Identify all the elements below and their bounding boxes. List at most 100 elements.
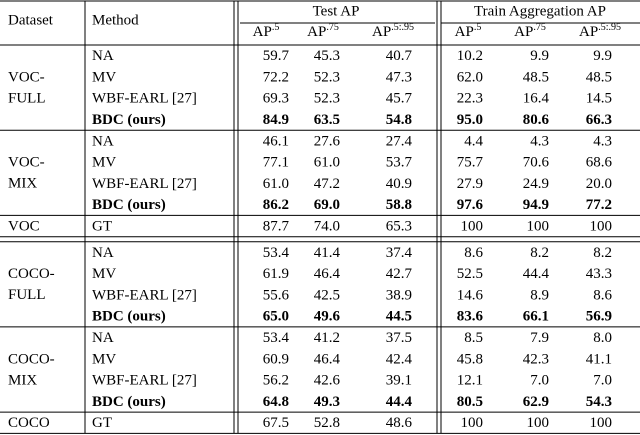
cell-value: 65.3 xyxy=(386,218,412,234)
method: WBF-EARL [27] xyxy=(92,287,197,303)
cell-value: 56.2 xyxy=(263,373,289,389)
metric-sup: .75 xyxy=(533,22,546,33)
cell-value: 27.4 xyxy=(386,133,413,149)
metric-base: AP xyxy=(579,24,598,40)
cell-value: 44.5 xyxy=(386,309,412,325)
cell-value: 58.8 xyxy=(386,197,412,213)
cell-value: 4.4 xyxy=(464,133,483,149)
cell-value: 80.5 xyxy=(457,394,483,410)
cell-value: 66.1 xyxy=(523,309,549,325)
cell-value: 64.8 xyxy=(263,394,289,410)
cell-value: 20.0 xyxy=(586,176,612,192)
method: MV xyxy=(92,69,116,85)
cell-value: 49.6 xyxy=(314,309,341,325)
method: NA xyxy=(92,330,114,346)
cell-value: 100 xyxy=(590,218,613,234)
dataset: VOC- xyxy=(8,70,45,86)
dataset: MIX xyxy=(8,176,37,192)
header-dataset: Dataset xyxy=(8,12,54,28)
method: MV xyxy=(92,155,116,171)
cell-value: 97.6 xyxy=(457,197,484,213)
cell-value: 48.5 xyxy=(586,69,612,85)
header-metric: AP.5 xyxy=(253,22,280,40)
method: WBF-EARL [27] xyxy=(92,91,197,107)
cell-value: 8.6 xyxy=(464,245,483,261)
cell-value: 52.8 xyxy=(314,415,340,431)
cell-value: 8.6 xyxy=(593,287,612,303)
cell-value: 65.0 xyxy=(263,309,289,325)
cell-value: 8.2 xyxy=(593,245,612,261)
cell-value: 44.4 xyxy=(523,266,550,282)
method: MV xyxy=(92,351,116,367)
cell-value: 42.4 xyxy=(386,351,413,367)
metric-base: AP xyxy=(514,24,533,40)
cell-value: 46.4 xyxy=(314,351,341,367)
cell-value: 38.9 xyxy=(386,287,412,303)
dataset: VOC- xyxy=(8,155,45,171)
cell-value: 8.5 xyxy=(464,330,483,346)
cell-value: 37.5 xyxy=(386,330,412,346)
dataset: VOC xyxy=(8,218,40,234)
method: MV xyxy=(92,266,116,282)
method: BDC (ours) xyxy=(92,309,166,325)
cell-value: 87.7 xyxy=(263,218,290,234)
cell-value: 45.7 xyxy=(386,91,413,107)
dataset: COCO- xyxy=(8,351,55,367)
cell-value: 10.2 xyxy=(457,48,483,64)
cell-value: 48.6 xyxy=(386,415,413,431)
cell-value: 14.5 xyxy=(586,91,612,107)
cell-value: 42.3 xyxy=(523,351,549,367)
dataset: COCO- xyxy=(8,266,55,282)
cell-value: 46.4 xyxy=(314,266,341,282)
cell-value: 42.7 xyxy=(386,266,413,282)
cell-value: 75.7 xyxy=(457,155,484,171)
cell-value: 46.1 xyxy=(263,133,289,149)
method: GT xyxy=(92,218,112,234)
metric-base: AP xyxy=(372,24,391,40)
cell-value: 72.2 xyxy=(263,69,289,85)
cell-value: 41.2 xyxy=(314,330,340,346)
metric-base: AP xyxy=(253,24,272,40)
cell-value: 77.2 xyxy=(586,197,612,213)
cell-value: 9.9 xyxy=(530,48,549,64)
dataset: MIX xyxy=(8,372,37,388)
method: WBF-EARL [27] xyxy=(92,176,197,192)
metric-sup: .5:.95 xyxy=(598,22,621,33)
cell-value: 41.1 xyxy=(586,351,612,367)
cell-value: 42.6 xyxy=(314,373,341,389)
cell-value: 41.4 xyxy=(314,245,341,261)
cell-value: 95.0 xyxy=(457,112,483,128)
cell-value: 53.4 xyxy=(263,245,290,261)
method: GT xyxy=(92,415,112,431)
cell-value: 7.0 xyxy=(530,373,549,389)
cell-value: 83.6 xyxy=(457,309,484,325)
cell-value: 45.3 xyxy=(314,48,340,64)
method: NA xyxy=(92,48,114,64)
method: BDC (ours) xyxy=(92,394,166,410)
cell-value: 74.0 xyxy=(314,218,340,234)
cell-value: 40.9 xyxy=(386,176,412,192)
cell-value: 100 xyxy=(527,415,550,431)
cell-value: 42.5 xyxy=(314,287,340,303)
cell-value: 52.3 xyxy=(314,69,340,85)
header-group: Test AP xyxy=(313,3,360,19)
cell-value: 80.6 xyxy=(523,112,550,128)
cell-value: 9.9 xyxy=(593,48,612,64)
cell-value: 94.9 xyxy=(523,197,549,213)
cell-value: 14.6 xyxy=(457,287,484,303)
cell-value: 56.9 xyxy=(586,309,612,325)
cell-value: 22.3 xyxy=(457,91,483,107)
cell-value: 48.5 xyxy=(523,69,549,85)
cell-value: 52.3 xyxy=(314,91,340,107)
cell-value: 100 xyxy=(590,415,613,431)
method: BDC (ours) xyxy=(92,197,166,213)
header-metric: AP.5:.95 xyxy=(372,22,414,40)
cell-value: 47.2 xyxy=(314,176,340,192)
metric-sup: .75 xyxy=(326,22,339,33)
header-method: Method xyxy=(92,12,139,28)
cell-value: 54.8 xyxy=(386,112,412,128)
header-group: Train Aggregation AP xyxy=(474,3,606,19)
cell-value: 7.9 xyxy=(530,330,549,346)
cell-value: 27.6 xyxy=(314,133,341,149)
